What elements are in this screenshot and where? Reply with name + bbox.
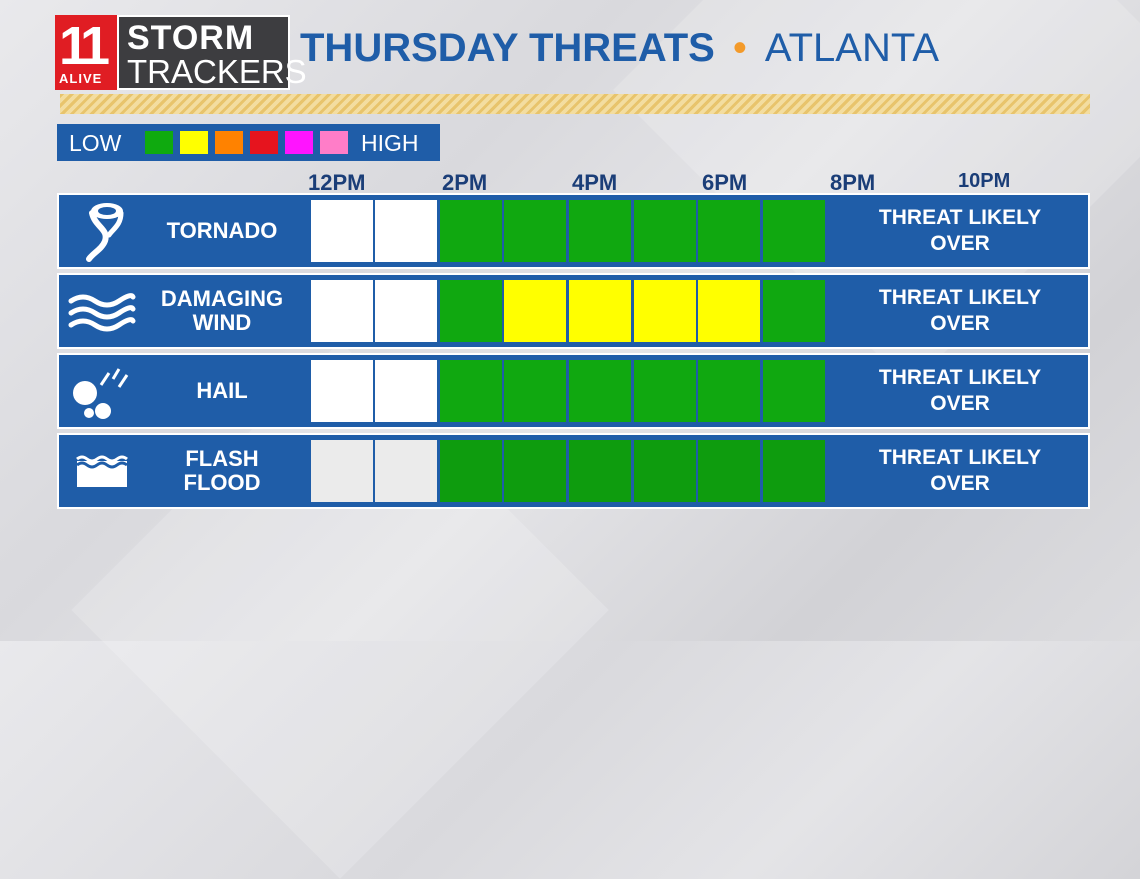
- threat-label: FLASH FLOOD: [183, 446, 261, 495]
- time-label: 4PM: [572, 170, 618, 195]
- threat-level-cell: [504, 360, 566, 422]
- threat-level-cell: [569, 440, 631, 502]
- threat-level-cell: [569, 360, 631, 422]
- legend-swatch: [285, 131, 313, 154]
- threat-level-cell: [375, 360, 437, 422]
- hail-icon: [65, 359, 137, 423]
- threat-status: THREAT LIKELY OVER: [878, 286, 1042, 335]
- wind-icon: [65, 279, 137, 343]
- threat-level-cell: [375, 280, 437, 342]
- legend-swatch: [215, 131, 243, 154]
- logo-line1: STORM: [127, 19, 255, 57]
- logo-station: ALIVE: [59, 71, 103, 86]
- threat-level-cell: [763, 280, 825, 342]
- threat-level-cell: [311, 200, 373, 262]
- title-city: ATLANTA: [764, 26, 939, 70]
- threat-status: THREAT LIKELY OVER: [878, 366, 1042, 415]
- threat-level-cell: [375, 440, 437, 502]
- logo-number: 11: [59, 16, 110, 76]
- threat-level-cell: [698, 200, 760, 262]
- threat-level-cell: [440, 360, 502, 422]
- threat-level-cell: [504, 440, 566, 502]
- threat-legend: LOW HIGH: [57, 124, 440, 161]
- threat-level-cell: [763, 440, 825, 502]
- threat-level-cell: [569, 280, 631, 342]
- threat-row: DAMAGING WIND THREAT LIKELY OVER: [57, 273, 1090, 349]
- legend-swatch: [180, 131, 208, 154]
- threat-level-cell: [440, 280, 502, 342]
- threat-level-cell: [698, 360, 760, 422]
- threat-level-cell: [569, 200, 631, 262]
- tornado-icon: [65, 199, 137, 263]
- threat-level-cell: [311, 280, 373, 342]
- threat-row: HAIL THREAT LIKELY OVER: [57, 353, 1090, 429]
- legend-low-label: LOW: [69, 130, 122, 156]
- legend-swatch: [250, 131, 278, 154]
- threat-level-cell: [504, 200, 566, 262]
- threat-status: THREAT LIKELY OVER: [878, 206, 1042, 255]
- threat-label: DAMAGING WIND: [160, 286, 284, 335]
- threat-level-cell: [440, 200, 502, 262]
- time-label: 10PM: [958, 170, 1011, 192]
- threat-level-cell: [698, 280, 760, 342]
- threat-label: HAIL: [196, 378, 248, 403]
- title-day: THURSDAY THREATS: [300, 26, 715, 70]
- logo-red-block: 11 ALIVE: [55, 15, 117, 90]
- title-separator: •: [732, 26, 747, 70]
- threat-level-cell: [763, 200, 825, 262]
- threat-level-cell: [634, 440, 696, 502]
- legend-swatch: [145, 131, 173, 154]
- threat-row: TORNADO THREAT LIKELY OVER: [57, 193, 1090, 269]
- threat-level-cell: [311, 360, 373, 422]
- logo-storm-trackers: STORM TRACKERS: [117, 15, 307, 90]
- legend-high-label: HIGH: [361, 130, 419, 156]
- threat-label: TORNADO: [166, 218, 278, 243]
- legend-swatch: [320, 131, 348, 154]
- time-label: 2PM: [442, 170, 488, 195]
- threat-level-cell: [698, 440, 760, 502]
- threat-level-cell: [634, 200, 696, 262]
- decorative-stripe: [60, 94, 1090, 114]
- threat-level-cell: [311, 440, 373, 502]
- flood-icon: [65, 439, 137, 503]
- threat-level-cell: [634, 280, 696, 342]
- logo-line2: TRACKERS: [127, 53, 307, 90]
- station-logo: 11 ALIVE STORM TRACKERS: [55, 15, 307, 90]
- threat-level-cell: [375, 200, 437, 262]
- threat-level-cell: [634, 360, 696, 422]
- threat-level-cell: [763, 360, 825, 422]
- page-title: THURSDAY THREATS • ATLANTA: [300, 26, 939, 71]
- threat-level-cell: [440, 440, 502, 502]
- threat-level-cell: [504, 280, 566, 342]
- threat-status: THREAT LIKELY OVER: [878, 446, 1042, 495]
- time-label: 6PM: [702, 170, 748, 195]
- threat-row: FLASH FLOOD THREAT LIKELY OVER: [57, 433, 1090, 509]
- time-label: 12PM: [308, 170, 366, 195]
- time-label: 8PM: [830, 170, 876, 195]
